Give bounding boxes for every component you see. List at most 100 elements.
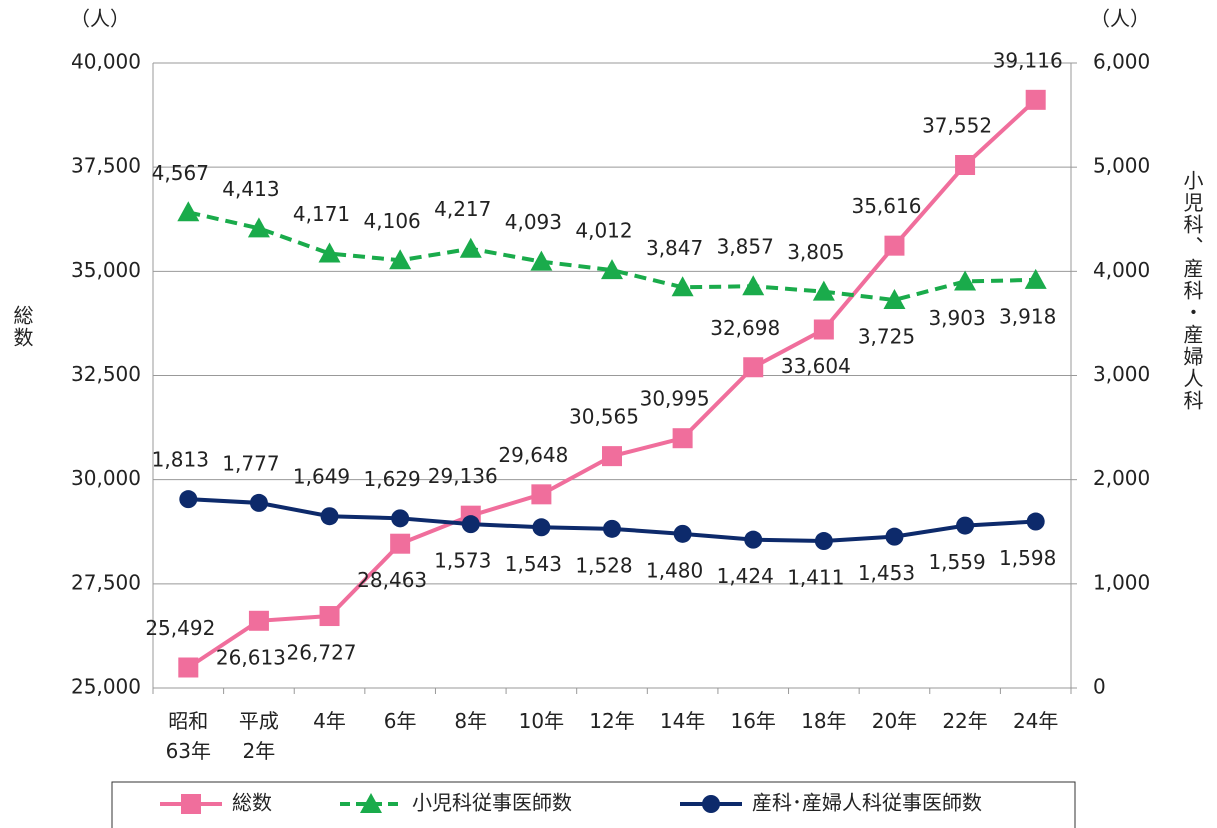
marker [178,657,199,678]
marker [1026,512,1045,531]
marker [461,515,480,534]
y-unit: （人） [70,7,130,31]
marker [883,288,906,309]
marker [531,484,552,505]
x-tick-label: 昭和 63年 [165,709,212,763]
data-label: 26,613 [216,645,286,669]
data-label: 28,463 [357,568,427,592]
y2-tick-label: 0 [1093,675,1106,699]
y2-tick-label: 3,000 [1093,362,1150,386]
data-label: 32,698 [710,316,780,340]
data-label: 3,903 [928,306,985,330]
marker [884,235,905,256]
legend-label: 小児科従事医師数 [412,791,572,815]
data-label: 3,725 [858,324,915,348]
data-label: 29,648 [498,443,568,467]
marker [954,270,977,291]
data-label: 4,093 [505,210,562,234]
y2-unit: （人） [1090,7,1150,31]
marker [955,155,976,175]
y2-tick-label: 2,000 [1093,466,1150,490]
x-tick-label: 18年 [801,709,847,733]
data-label: 1,649 [293,465,350,489]
data-label: 4,171 [293,202,350,226]
data-label: 3,918 [999,304,1056,328]
marker [179,490,198,509]
x-tick-label: 16年 [730,709,776,733]
marker [360,793,382,813]
marker [389,249,412,270]
data-label: 1,598 [999,546,1056,570]
y2-tick-label: 6,000 [1093,50,1150,74]
data-label: 4,567 [152,161,209,185]
y2-tick-label: 1,000 [1093,570,1150,594]
x-tick-label: 10年 [518,709,565,733]
marker [318,242,341,263]
data-label: 1,559 [928,550,985,574]
marker [813,319,834,340]
marker [885,527,904,546]
data-label: 1,629 [364,467,421,491]
marker [530,250,553,271]
marker [603,519,621,538]
y-tick-label: 25,000 [71,675,141,699]
legend: 総数 小児科従事医師数 産科･産婦人科従事医師数 [111,781,1076,828]
data-label: 1,777 [222,451,279,475]
marker [743,357,764,378]
marker [672,428,693,449]
data-label: 29,136 [428,464,498,488]
marker [459,237,482,258]
data-label: 4,012 [575,219,632,243]
y2-tick-label: 4,000 [1093,258,1150,282]
data-label: 1,813 [152,448,209,472]
x-tick-label: 8年 [454,709,488,733]
x-tick-label: 12年 [589,709,635,733]
y2-tick-label: 5,000 [1093,154,1150,178]
marker [814,532,833,551]
marker [247,217,270,238]
marker [320,507,339,526]
marker [249,493,268,512]
marker [673,524,692,543]
y-axis-label: 総数 [10,305,34,349]
data-label: 33,604 [781,354,851,378]
legend-label: 総数 [232,791,272,815]
marker [744,530,763,549]
x-tick-label: 4年 [313,709,346,733]
data-label: 1,453 [858,561,915,585]
x-tick-label: 20年 [871,709,918,733]
data-label: 1,424 [717,564,774,588]
marker [956,516,975,535]
marker [1025,89,1046,110]
marker [601,259,623,280]
data-label: 3,857 [717,235,774,259]
marker [391,509,410,528]
y-tick-label: 35,000 [71,258,141,282]
data-label: 3,847 [646,236,703,260]
y2-axis-label: 小児科、産科・産婦人科 [1180,170,1204,412]
data-label: 26,727 [287,641,357,665]
data-label: 39,116 [993,48,1063,72]
data-label: 37,552 [922,114,992,138]
marker [812,280,835,301]
legend-label: 産科･産婦人科従事医師数 [752,791,982,815]
legend-box [111,781,1076,828]
data-label: 1,411 [787,566,844,590]
y-tick-label: 32,500 [71,362,141,386]
x-tick-label: 24年 [1012,709,1059,733]
data-label: 4,217 [434,197,491,221]
x-tick-label: 22年 [942,709,988,733]
y-tick-label: 27,500 [71,570,141,594]
marker [248,610,269,631]
marker [532,518,551,537]
data-label: 3,805 [787,240,844,264]
x-tick-label: 平成 2年 [238,709,279,763]
marker [671,276,694,297]
data-label: 35,616 [851,194,921,218]
data-label: 4,413 [222,177,279,201]
marker [177,201,200,222]
marker [390,533,411,554]
marker [1024,268,1047,289]
data-label: 1,543 [505,552,562,576]
